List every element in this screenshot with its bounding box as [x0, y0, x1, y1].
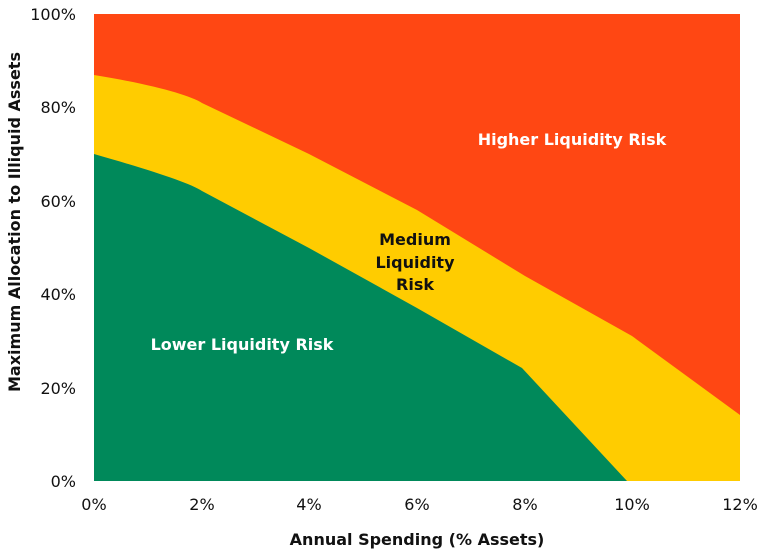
- x-axis-ticks: 0% 2% 4% 6% 8% 10% 12%: [81, 495, 757, 514]
- lower-risk-region: [94, 154, 627, 481]
- medium-risk-label-line2: Liquidity: [375, 253, 455, 272]
- plot-area: [94, 14, 740, 481]
- y-tick: 40%: [40, 285, 76, 304]
- x-tick: 8%: [512, 495, 537, 514]
- x-tick: 6%: [404, 495, 429, 514]
- x-tick: 0%: [81, 495, 106, 514]
- x-tick: 4%: [296, 495, 321, 514]
- y-tick: 20%: [40, 379, 76, 398]
- y-axis-title: Maximum Allocation to Illiquid Assets: [5, 52, 24, 392]
- higher-risk-label: Higher Liquidity Risk: [478, 130, 667, 149]
- x-tick: 2%: [189, 495, 214, 514]
- lower-risk-label: Lower Liquidity Risk: [151, 335, 334, 354]
- medium-risk-label-line3: Risk: [396, 275, 434, 294]
- y-axis-ticks: 100% 80% 60% 40% 20% 0%: [30, 5, 76, 491]
- x-axis-title: Annual Spending (% Assets): [290, 530, 545, 549]
- medium-risk-label-line1: Medium: [379, 230, 451, 249]
- y-tick: 80%: [40, 98, 76, 117]
- y-tick: 100%: [30, 5, 76, 24]
- x-tick: 10%: [614, 495, 650, 514]
- x-tick: 12%: [722, 495, 758, 514]
- y-tick: 60%: [40, 192, 76, 211]
- y-tick: 0%: [51, 472, 76, 491]
